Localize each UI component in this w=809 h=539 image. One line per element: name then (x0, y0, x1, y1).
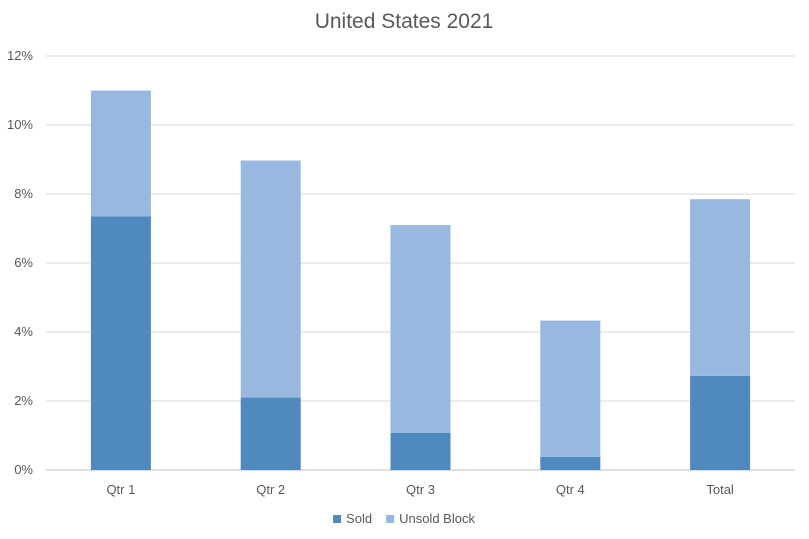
bar-sold (540, 456, 601, 470)
y-tick-label: 6% (14, 255, 33, 270)
bar-sold (240, 397, 301, 470)
x-tick-label: Qtr 4 (556, 482, 585, 497)
bars (90, 90, 751, 470)
legend-item: Unsold Block (386, 511, 475, 526)
y-tick-label: 4% (14, 324, 33, 339)
x-tick-label: Total (706, 482, 734, 497)
bar-unsold-block (540, 320, 601, 457)
legend-swatch (333, 515, 342, 523)
y-tick-label: 8% (14, 186, 33, 201)
bar-unsold-block (240, 160, 301, 398)
bar-unsold-block (690, 199, 751, 376)
x-tick-label: Qtr 3 (406, 482, 435, 497)
y-tick-label: 2% (14, 393, 33, 408)
y-tick-label: 0% (14, 462, 33, 477)
legend: Sold Unsold Block (333, 511, 475, 526)
bar-unsold-block (390, 225, 451, 433)
legend-label: Unsold Block (399, 511, 475, 526)
bar-sold (390, 432, 451, 470)
bar-sold (90, 216, 151, 470)
x-tick-label: Qtr 2 (256, 482, 285, 497)
tick-labels: 0% 2% 4% 6% 8% 10% 12% Qtr 1 Qtr 2 Qtr 3 Qtr 4 Tota… (7, 48, 734, 497)
x-tick-label: Qtr 1 (106, 482, 135, 497)
legend-item: Sold (333, 511, 372, 526)
bar-sold (690, 375, 751, 470)
legend-swatch (386, 515, 395, 523)
chart-title: United States 2021 (315, 10, 494, 33)
legend-label: Sold (346, 511, 372, 526)
y-tick-label: 10% (7, 117, 33, 132)
y-tick-label: 12% (7, 48, 33, 63)
bar-unsold-block (90, 90, 151, 217)
